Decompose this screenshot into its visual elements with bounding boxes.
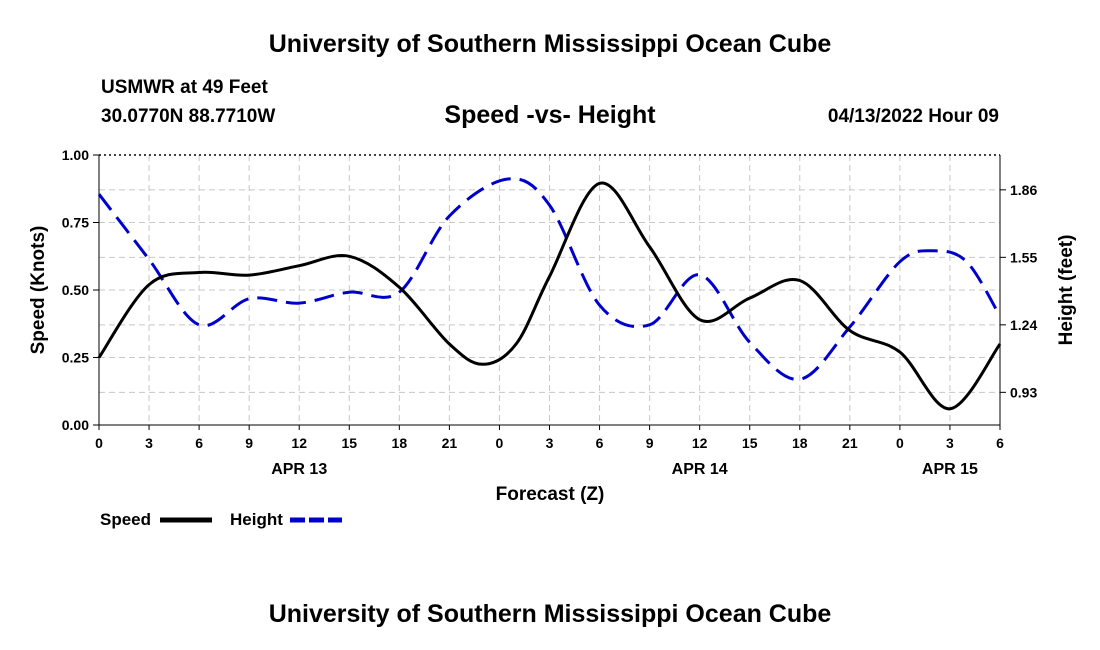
x-tick-label: 15 [341,435,357,451]
x-tick-label: 15 [742,435,758,451]
y-tick-label: 0.25 [62,350,89,366]
forecast-date: 04/13/2022 Hour 09 [827,106,999,127]
x-tick-label: 0 [896,435,904,451]
x-tick-label: 0 [95,435,103,451]
x-tick-label: 9 [646,435,654,451]
y2-tick-label: 1.55 [1010,249,1037,265]
x-tick-label: 12 [692,435,708,451]
speed-series-line [97,181,1002,411]
y-tick-label: 0.00 [62,417,89,433]
x-tick-label: 6 [195,435,203,451]
x-tick-label: 21 [442,435,458,451]
legend-label-height: Height [230,510,283,529]
x-tick-label: 21 [842,435,858,451]
x-tick-label: 6 [596,435,604,451]
x-date-label: APR 13 [271,461,327,478]
x-tick-label: 12 [291,435,307,451]
y-tick-label: 0.75 [62,215,89,231]
y-tick-label: 1.00 [62,147,89,163]
y2-tick-label: 1.24 [1010,317,1037,333]
y2-tick-label: 1.86 [1010,182,1037,198]
y2-tick-label: 0.93 [1010,384,1037,400]
chart-title: University of Southern Mississippi Ocean… [268,30,832,58]
x-tick-label: 3 [145,435,153,451]
x-tick-label: 9 [245,435,253,451]
x-tick-label: 18 [792,435,808,451]
footer-title: University of Southern Mississippi Ocean… [268,600,832,628]
plot-subtitle: Speed -vs- Height [444,101,656,129]
legend-label-speed: Speed [100,510,151,529]
x-tick-label: 6 [996,435,1004,451]
x-tick-label: 3 [546,435,554,451]
x-date-label: APR 14 [672,461,728,478]
y2-axis-title: Height (feet) [1056,235,1077,346]
x-tick-label: 3 [946,435,954,451]
x-axis-title: Forecast (Z) [496,484,605,505]
height-series-line [97,177,1002,381]
station-coords: 30.0770N 88.7710W [101,106,276,127]
y-axis-title: Speed (Knots) [28,226,49,355]
station-label: USMWR at 49 Feet [101,77,268,98]
x-tick-label: 18 [392,435,408,451]
x-date-label: APR 15 [922,461,978,478]
y-tick-label: 0.50 [62,282,89,298]
x-tick-label: 0 [496,435,504,451]
